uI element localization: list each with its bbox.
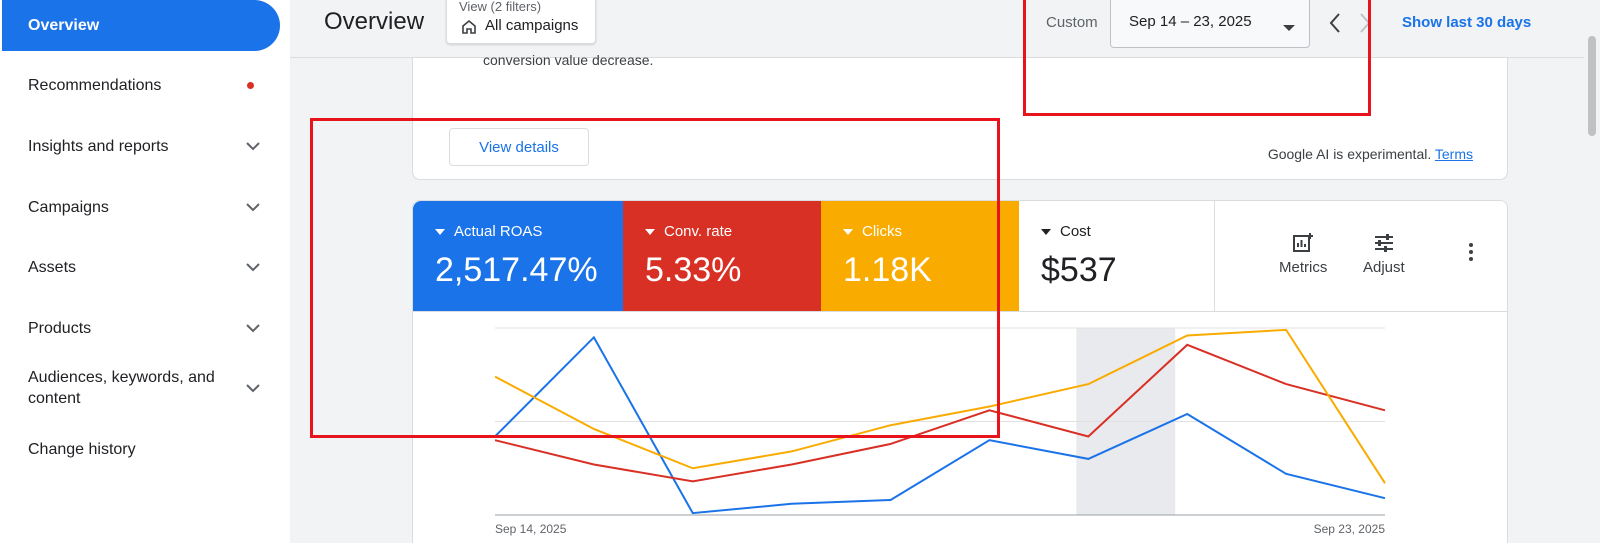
x-tick-label: Sep 23, 2025 <box>1314 522 1386 536</box>
caret-down-icon <box>1283 19 1295 37</box>
date-range-value: Sep 14 – 23, 2025 <box>1129 13 1252 30</box>
tune-icon <box>1374 234 1393 252</box>
chevron-down-icon <box>246 201 260 215</box>
scrollbar[interactable] <box>1584 0 1600 543</box>
chart-tools: Metrics Adjust <box>1215 201 1507 311</box>
adjust-label: Adjust <box>1363 259 1405 276</box>
sidebar-item-label: Insights and reports <box>28 138 169 155</box>
metric-value: 1.18K <box>843 251 932 289</box>
metric-name: Cost <box>1060 223 1091 240</box>
dropdown-triangle-icon <box>435 228 445 235</box>
add-chart-icon <box>1293 233 1314 252</box>
metric-value: $537 <box>1041 251 1117 289</box>
home-icon <box>461 19 477 40</box>
series-line-2 <box>494 328 1386 484</box>
dropdown-triangle-icon <box>843 228 853 235</box>
sidebar-item-label: Assets <box>28 259 77 276</box>
metric-tile-cost[interactable]: Cost $537 <box>1019 201 1215 311</box>
metric-value: 5.33% <box>645 251 742 289</box>
metric-tile-conv-rate[interactable]: Conv. rate 5.33% <box>623 201 821 311</box>
chevron-down-icon <box>246 261 260 275</box>
date-range-picker[interactable]: Sep 14 – 23, 2025 <box>1110 0 1310 48</box>
performance-card: Actual ROAS 2,517.47% Conv. rate 5.33% C… <box>412 200 1508 543</box>
metric-tile-clicks[interactable]: Clicks 1.18K <box>821 201 1019 311</box>
scrollbar-thumb[interactable] <box>1588 36 1596 136</box>
top-bar: Overview View (2 filters) All campaigns … <box>290 0 1600 58</box>
view-details-button[interactable]: View details <box>449 128 589 166</box>
sidebar-item-label: Change history <box>28 441 136 458</box>
sidebar-item-assets[interactable]: Assets <box>28 257 260 278</box>
x-tick-label: Sep 14, 2025 <box>495 522 567 536</box>
metric-name: Conv. rate <box>664 223 733 240</box>
divider <box>413 311 1507 312</box>
insight-text: conversion value decrease. <box>483 52 654 68</box>
ai-note: Google AI is experimental. Terms <box>1268 146 1473 162</box>
sidebar-item-label: Campaigns <box>28 199 109 216</box>
sidebar-item-overview[interactable]: Overview <box>2 0 280 51</box>
annotation-box <box>310 118 1000 438</box>
view-filter-button[interactable]: View (2 filters) All campaigns <box>446 0 596 44</box>
sidebar-item-label: Products <box>28 320 92 337</box>
dropdown-triangle-icon <box>645 228 655 235</box>
view-filter-value: All campaigns <box>485 17 579 34</box>
series-line-1 <box>494 343 1386 483</box>
sidebar-item-products[interactable]: Products <box>28 318 260 339</box>
metric-name: Clicks <box>862 223 902 240</box>
ai-note-text: Google AI is experimental. <box>1267 146 1432 162</box>
sidebar-item-label: Audiences, keywords, and content <box>28 369 215 407</box>
sidebar-item-label: Recommendations <box>28 77 162 94</box>
previous-period-button[interactable] <box>1328 12 1342 39</box>
sidebar-item-insights-and-reports[interactable]: Insights and reports <box>28 136 260 157</box>
date-range-type: Custom <box>1046 14 1098 31</box>
sidebar-item-recommendations[interactable]: Recommendations <box>28 75 260 96</box>
sidebar-item-audiences[interactable]: Audiences, keywords, and content <box>28 367 260 409</box>
chevron-left-icon <box>1329 13 1340 33</box>
sidebar-item-change-history[interactable]: Change history <box>28 439 260 460</box>
metrics-button[interactable]: Metrics <box>1279 231 1327 276</box>
metric-name: Actual ROAS <box>454 223 543 240</box>
more-options-icon[interactable] <box>1469 243 1473 261</box>
sidebar: Overview Recommendations Insights and re… <box>0 0 290 543</box>
metric-tile-actual-roas[interactable]: Actual ROAS 2,517.47% <box>413 201 623 311</box>
chevron-down-icon <box>246 322 260 336</box>
metric-value: 2,517.47% <box>435 251 598 289</box>
view-filter-count: View (2 filters) <box>459 0 542 14</box>
chevron-down-icon <box>246 381 260 395</box>
performance-line-chart: Sep 14, 2025 Sep 23, 2025 <box>494 327 1386 536</box>
sidebar-item-campaigns[interactable]: Campaigns <box>28 197 260 218</box>
series-line-0 <box>494 335 1386 515</box>
adjust-button[interactable]: Adjust <box>1363 231 1405 276</box>
annotation-box <box>1023 0 1371 116</box>
show-last-30-days-link[interactable]: Show last 30 days <box>1402 14 1532 31</box>
metrics-label: Metrics <box>1279 259 1328 276</box>
chevron-down-icon <box>246 140 260 154</box>
notification-dot <box>247 82 254 89</box>
sidebar-item-label: Overview <box>28 16 100 34</box>
dropdown-triangle-icon <box>1041 228 1051 235</box>
terms-link[interactable]: Terms <box>1434 146 1473 162</box>
page-title: Overview <box>324 8 425 35</box>
